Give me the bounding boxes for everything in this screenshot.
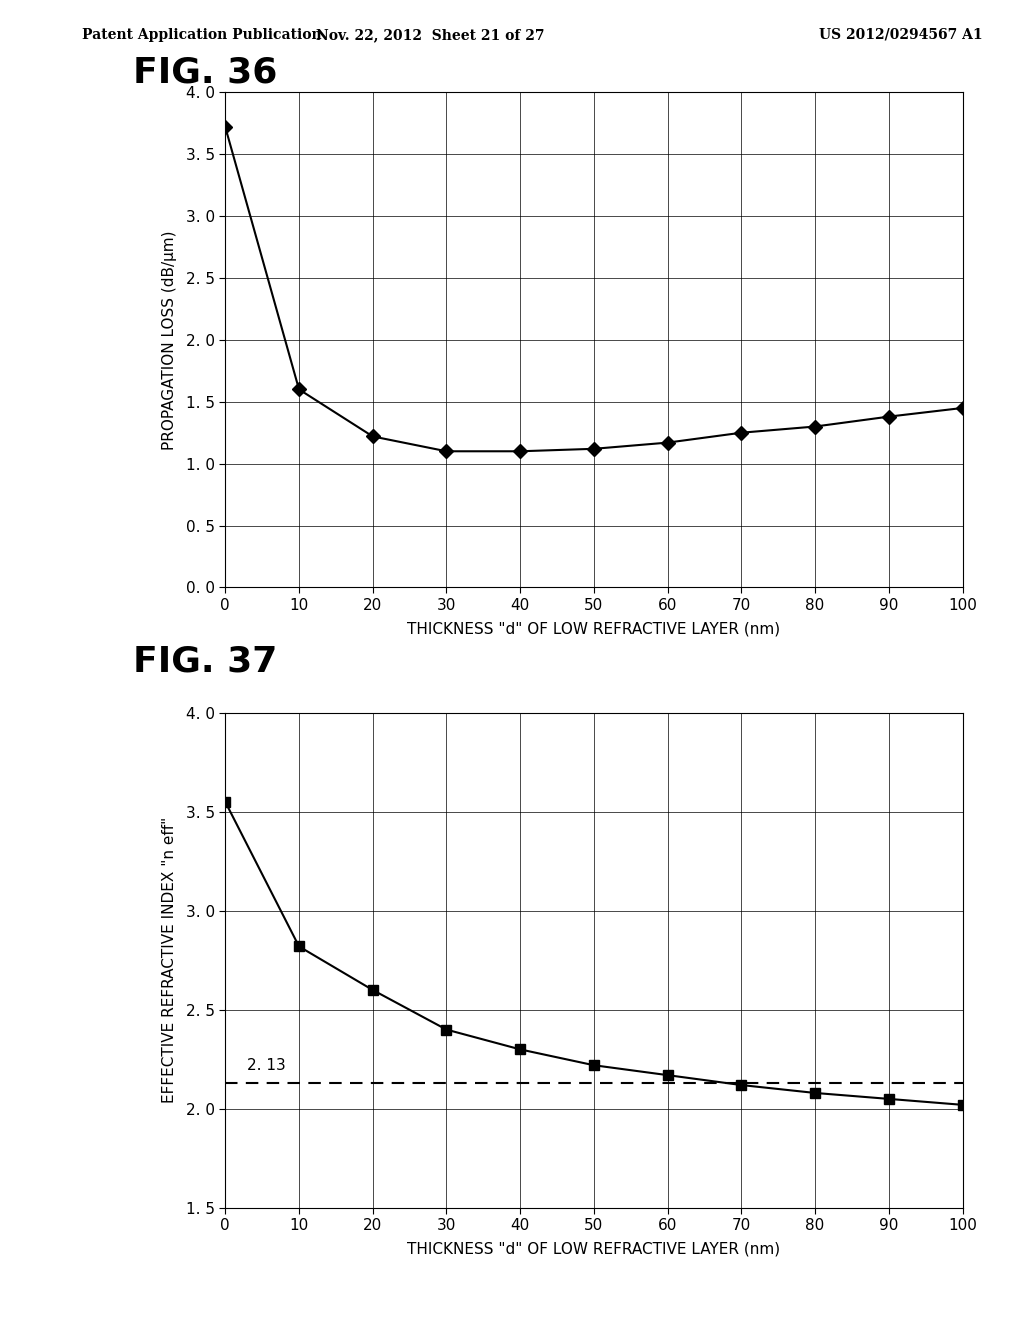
Y-axis label: EFFECTIVE REFRACTIVE INDEX "n eff": EFFECTIVE REFRACTIVE INDEX "n eff" <box>163 817 177 1104</box>
Text: 2. 13: 2. 13 <box>248 1059 286 1073</box>
Text: Patent Application Publication: Patent Application Publication <box>82 28 322 42</box>
Text: FIG. 37: FIG. 37 <box>133 644 278 678</box>
Text: FIG. 36: FIG. 36 <box>133 55 278 90</box>
X-axis label: THICKNESS "d" OF LOW REFRACTIVE LAYER (nm): THICKNESS "d" OF LOW REFRACTIVE LAYER (n… <box>408 622 780 636</box>
Y-axis label: PROPAGATION LOSS (dB/μm): PROPAGATION LOSS (dB/μm) <box>163 230 177 450</box>
Text: Nov. 22, 2012  Sheet 21 of 27: Nov. 22, 2012 Sheet 21 of 27 <box>315 28 545 42</box>
X-axis label: THICKNESS "d" OF LOW REFRACTIVE LAYER (nm): THICKNESS "d" OF LOW REFRACTIVE LAYER (n… <box>408 1242 780 1257</box>
Text: US 2012/0294567 A1: US 2012/0294567 A1 <box>819 28 983 42</box>
